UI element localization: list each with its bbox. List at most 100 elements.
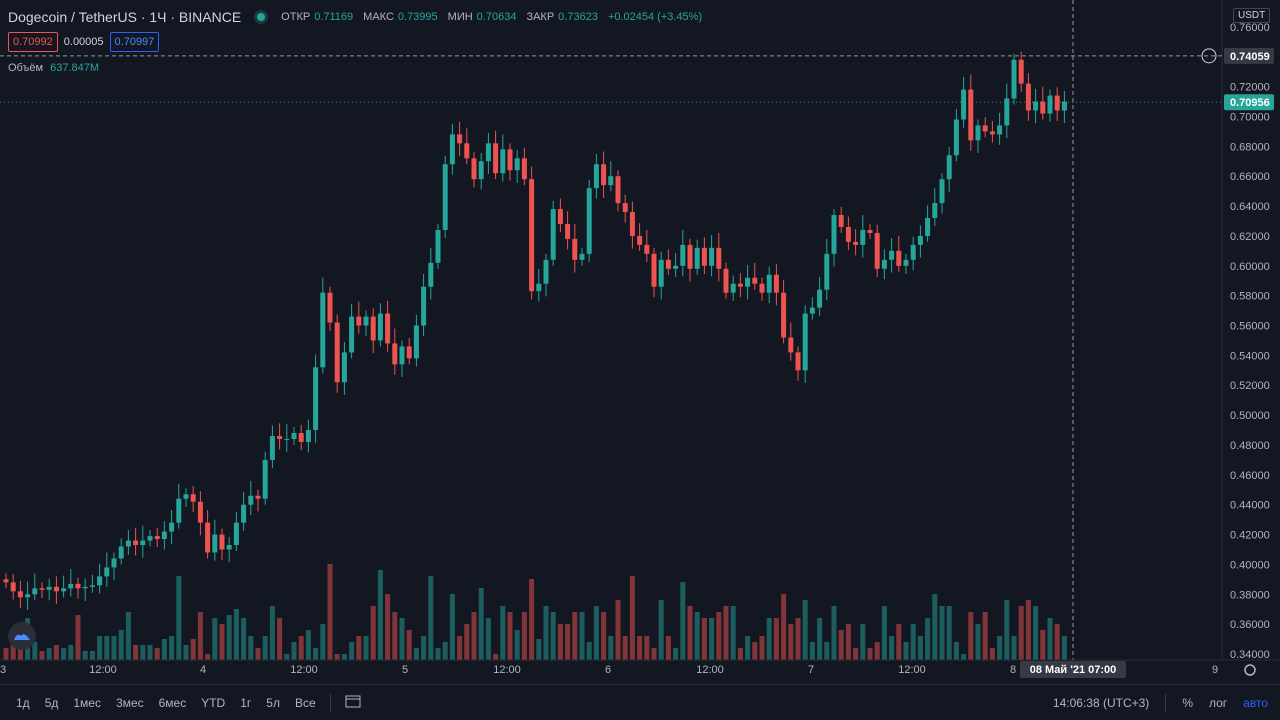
candle-body <box>61 588 67 592</box>
close-value: 0.73623 <box>558 11 598 23</box>
candle-body <box>766 274 772 293</box>
candle-body <box>665 259 671 269</box>
volume-bar <box>521 612 527 660</box>
volume-bar <box>982 612 988 660</box>
volume-bar <box>601 612 607 660</box>
range-button[interactable]: 1мес <box>73 695 101 710</box>
volume-bar <box>421 636 427 660</box>
currency-selector[interactable]: USDT <box>1233 8 1271 23</box>
range-button[interactable]: YTD <box>201 695 226 710</box>
range-button[interactable]: 1д <box>16 695 30 710</box>
settings-gear-icon[interactable] <box>1244 664 1256 676</box>
range-button[interactable]: Все <box>294 695 316 710</box>
log-toggle[interactable]: лог <box>1208 695 1228 710</box>
volume-bar <box>795 618 801 660</box>
price-tick-label: 0.72000 <box>1230 82 1270 94</box>
volume-bar <box>932 594 938 660</box>
volume-bar <box>1018 606 1024 660</box>
candle-body <box>802 313 808 371</box>
candle-body <box>248 495 254 505</box>
volume-bar <box>169 636 175 660</box>
tradingview-logo-icon[interactable] <box>8 622 36 650</box>
candle-body <box>1061 101 1067 111</box>
candle-body <box>53 586 59 592</box>
candlestick-chart[interactable]: 0.76000 0.72000 0.70000 0.68000 0.66000 0.640… <box>0 0 1280 684</box>
volume-bar <box>68 645 74 660</box>
candle-body <box>608 176 614 186</box>
volume-legend[interactable]: Объём 637.847M <box>8 62 99 74</box>
candle-body <box>17 591 23 598</box>
volume-bar <box>1004 600 1010 660</box>
price-tick-label: 0.60000 <box>1230 261 1270 273</box>
range-button[interactable]: 6мес <box>158 695 187 710</box>
volume-bar <box>730 606 736 660</box>
range-button[interactable]: 3мес <box>115 695 144 710</box>
volume-bar <box>608 636 614 660</box>
candle-body <box>817 289 823 308</box>
volume-bar <box>370 606 376 660</box>
volume-bar <box>673 648 679 660</box>
open-value: 0.71169 <box>314 11 354 23</box>
price-tick-label: 0.36000 <box>1230 619 1270 631</box>
candle-body <box>111 558 117 568</box>
range-button[interactable]: 5л <box>266 695 280 710</box>
volume-bar <box>622 636 628 660</box>
candle-body <box>809 307 815 314</box>
crosshair-time-label: 08 Май '21 07:00 <box>1030 664 1117 676</box>
low-value: 0.70634 <box>476 11 517 23</box>
candle-body <box>255 495 261 499</box>
time-tick-label: 4 <box>200 664 206 676</box>
volume-bar <box>190 639 196 660</box>
price-tick-label: 0.76000 <box>1230 22 1270 34</box>
candle-body <box>579 253 585 260</box>
candle-body <box>565 223 571 239</box>
candle-body <box>687 244 693 269</box>
volume-bar <box>831 606 837 660</box>
goto-date-icon[interactable] <box>345 694 361 711</box>
volume-bar <box>471 612 477 660</box>
volume-bar <box>104 636 110 660</box>
candle-body <box>154 536 160 540</box>
candle-body <box>183 494 189 499</box>
candle-body <box>46 586 52 590</box>
volume-bar <box>118 630 124 660</box>
volume-bar <box>723 606 729 660</box>
candle-body <box>392 343 398 365</box>
volume-bar <box>89 651 95 660</box>
candle-body <box>881 259 887 269</box>
volume-bar <box>39 651 45 660</box>
add-alert-icon[interactable] <box>1201 48 1217 64</box>
auto-toggle[interactable]: авто <box>1243 695 1268 710</box>
volume-bar <box>543 606 549 660</box>
candle-body <box>406 346 412 359</box>
percent-toggle[interactable]: % <box>1182 695 1193 710</box>
candle-body <box>514 158 520 171</box>
candle-body <box>147 536 153 541</box>
volume-bar <box>867 648 873 660</box>
volume-bar <box>968 612 974 660</box>
clock[interactable]: 14:06:38 (UTC+3) <box>1052 695 1150 710</box>
volume-bar <box>493 654 499 660</box>
buy-button[interactable]: 0.70997 <box>109 32 160 52</box>
candle-body <box>968 89 974 141</box>
volume-bar <box>363 636 369 660</box>
sell-button[interactable]: 0.70992 <box>8 32 58 52</box>
candle-body <box>334 322 340 383</box>
price-tick-label: 0.68000 <box>1230 141 1270 153</box>
candle-body <box>853 241 859 245</box>
volume-bar <box>82 651 88 660</box>
volume-bar <box>356 636 362 660</box>
divider <box>329 693 331 712</box>
candle-body <box>377 313 383 341</box>
volume-bar <box>320 624 326 660</box>
candle-body <box>939 179 945 204</box>
time-tick-label: 12:00 <box>290 664 318 676</box>
symbol-title[interactable]: Dogecoin / TetherUS · 1Ч · BINANCE <box>8 9 242 25</box>
candle-body <box>536 283 542 292</box>
volume-bar <box>874 642 880 660</box>
high-label: МАКС <box>363 11 394 23</box>
range-button[interactable]: 1г <box>240 695 252 710</box>
range-button[interactable]: 5д <box>44 695 59 710</box>
candle-body <box>961 89 967 120</box>
volume-bar <box>658 600 664 660</box>
